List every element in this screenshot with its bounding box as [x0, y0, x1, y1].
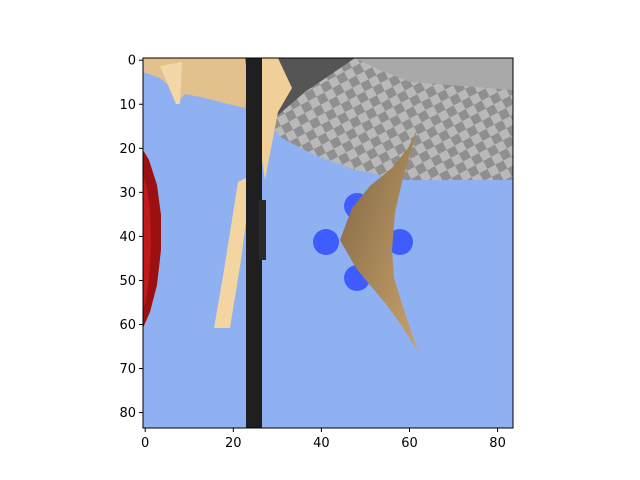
image-plot [143, 58, 513, 428]
y-tick-label: 0 [128, 54, 136, 69]
target-dot-left [313, 229, 339, 255]
x-tick-label: 60 [401, 436, 418, 451]
y-tick-label: 10 [119, 98, 136, 113]
x-tick-label: 80 [489, 436, 506, 451]
tan-limb-right [255, 58, 292, 180]
y-tick-label: 60 [119, 318, 136, 333]
plot-frame [142, 57, 514, 429]
x-axis: 0 20 40 60 80 [141, 428, 506, 451]
checkered-floor [270, 58, 513, 180]
floor-gray-band [355, 58, 513, 90]
y-tick-label: 50 [119, 274, 136, 289]
red-disc-shadow [143, 175, 151, 310]
y-tick-label: 30 [119, 186, 136, 201]
x-tick-label: 40 [313, 436, 330, 451]
y-tick-label: 70 [119, 362, 136, 377]
tan-limb-lower [214, 175, 252, 328]
brown-wing [340, 128, 418, 352]
tan-limb-upper [160, 62, 182, 104]
y-tick-label: 40 [119, 230, 136, 245]
y-tick-label: 20 [119, 142, 136, 157]
dark-pole-edge [259, 200, 266, 260]
dark-pole [246, 58, 262, 428]
y-axis: 0 10 20 30 40 50 60 70 80 [119, 54, 143, 421]
x-tick-label: 0 [141, 436, 149, 451]
y-tick-label: 80 [119, 406, 136, 421]
x-tick-label: 20 [225, 436, 242, 451]
target-dot-right [387, 229, 413, 255]
